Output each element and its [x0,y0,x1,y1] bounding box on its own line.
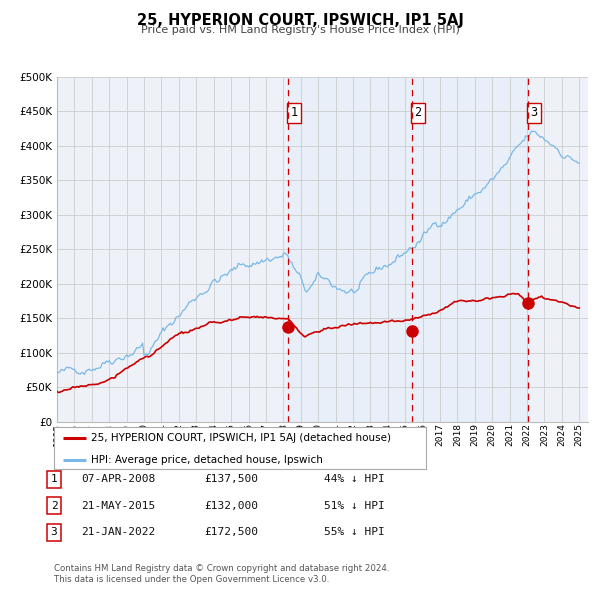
Text: 21-JAN-2022: 21-JAN-2022 [81,527,155,537]
Text: 1: 1 [50,474,58,484]
Text: 2: 2 [50,501,58,510]
Text: 25, HYPERION COURT, IPSWICH, IP1 5AJ: 25, HYPERION COURT, IPSWICH, IP1 5AJ [137,13,463,28]
Text: 55% ↓ HPI: 55% ↓ HPI [324,527,385,537]
Text: 3: 3 [50,527,58,537]
Bar [288,77,528,422]
Text: 3: 3 [530,106,538,119]
Text: 21-MAY-2015: 21-MAY-2015 [81,501,155,510]
Text: £132,000: £132,000 [204,501,258,510]
Text: This data is licensed under the Open Government Licence v3.0.: This data is licensed under the Open Gov… [54,575,329,584]
Text: £172,500: £172,500 [204,527,258,537]
Text: 25, HYPERION COURT, IPSWICH, IP1 5AJ (detached house): 25, HYPERION COURT, IPSWICH, IP1 5AJ (de… [91,433,391,443]
Text: Contains HM Land Registry data © Crown copyright and database right 2024.: Contains HM Land Registry data © Crown c… [54,565,389,573]
Text: 44% ↓ HPI: 44% ↓ HPI [324,474,385,484]
Text: 2: 2 [415,106,422,119]
Text: HPI: Average price, detached house, Ipswich: HPI: Average price, detached house, Ipsw… [91,455,323,465]
Text: £137,500: £137,500 [204,474,258,484]
Text: 51% ↓ HPI: 51% ↓ HPI [324,501,385,510]
Text: Price paid vs. HM Land Registry's House Price Index (HPI): Price paid vs. HM Land Registry's House … [140,25,460,35]
Text: 07-APR-2008: 07-APR-2008 [81,474,155,484]
Text: 1: 1 [290,106,298,119]
